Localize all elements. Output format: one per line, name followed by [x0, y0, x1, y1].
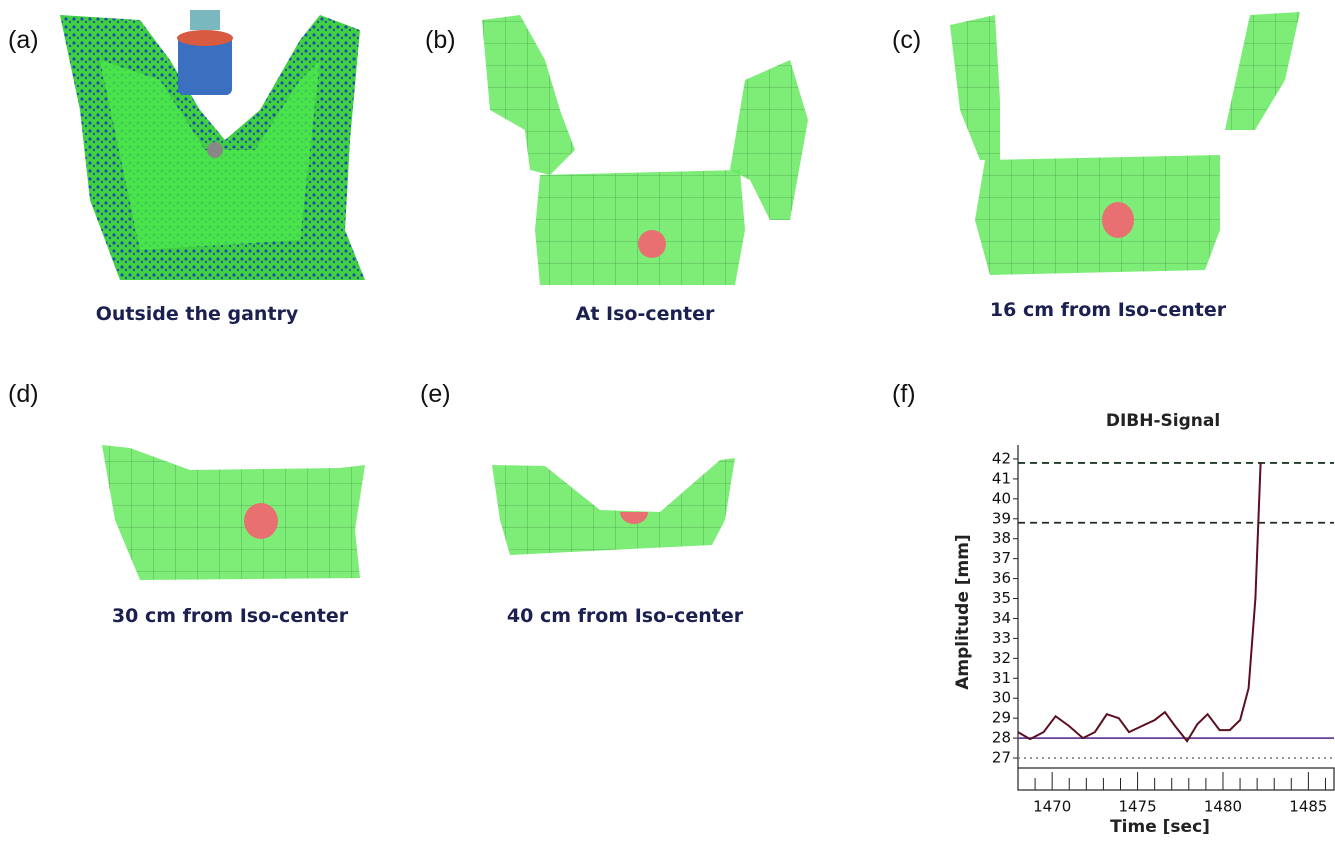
y-axis-label: Amplitude [mm] [953, 534, 973, 690]
y-tick-label: 31 [992, 669, 1011, 687]
figure: (a) (b) (c) (d) (e) (f) Outside the gant… [0, 0, 1335, 844]
surface-image [60, 10, 365, 280]
y-tick-label: 34 [992, 609, 1011, 627]
caption: Outside the gantry [96, 303, 299, 325]
y-tick-label: 38 [992, 529, 1011, 547]
panel-label: (c) [892, 26, 921, 54]
y-tick-label: 42 [992, 449, 1011, 467]
y-tick-label: 40 [992, 489, 1011, 507]
x-tick-label: 1470 [1033, 798, 1071, 816]
panel-label: (e) [420, 380, 451, 408]
signal-line [1018, 463, 1261, 741]
surface-image [102, 445, 365, 580]
caption: 30 cm from Iso-center [112, 605, 349, 627]
chart-title: DIBH-Signal [1106, 411, 1220, 431]
y-tick-label: 28 [992, 729, 1011, 747]
y-tick-label: 27 [992, 749, 1011, 767]
y-tick-label: 32 [992, 649, 1011, 667]
surface-image [482, 15, 808, 285]
caption: 40 cm from Iso-center [507, 605, 744, 627]
x-axis-label: Time [sec] [1110, 817, 1210, 837]
panel-label: (a) [8, 26, 39, 54]
surface-image [950, 12, 1300, 275]
y-tick-label: 30 [992, 689, 1011, 707]
panel-label: (b) [425, 26, 456, 54]
caption: 16 cm from Iso-center [990, 299, 1227, 321]
y-tick-label: 35 [992, 589, 1011, 607]
y-tick-label: 33 [992, 629, 1011, 647]
x-tick-label: 1480 [1204, 798, 1242, 816]
y-tick-label: 41 [992, 469, 1011, 487]
x-tick-label: 1485 [1289, 798, 1327, 816]
y-tick-label: 37 [992, 549, 1011, 567]
panel-label: (d) [8, 380, 39, 408]
y-tick-label: 29 [992, 709, 1011, 727]
y-tick-label: 36 [992, 569, 1011, 587]
caption: At Iso-center [576, 303, 715, 325]
panel-label: (f) [892, 380, 916, 408]
time-strip [1018, 768, 1334, 790]
surface-image [492, 458, 735, 555]
y-tick-label: 39 [992, 509, 1011, 527]
x-tick-label: 1475 [1118, 798, 1156, 816]
